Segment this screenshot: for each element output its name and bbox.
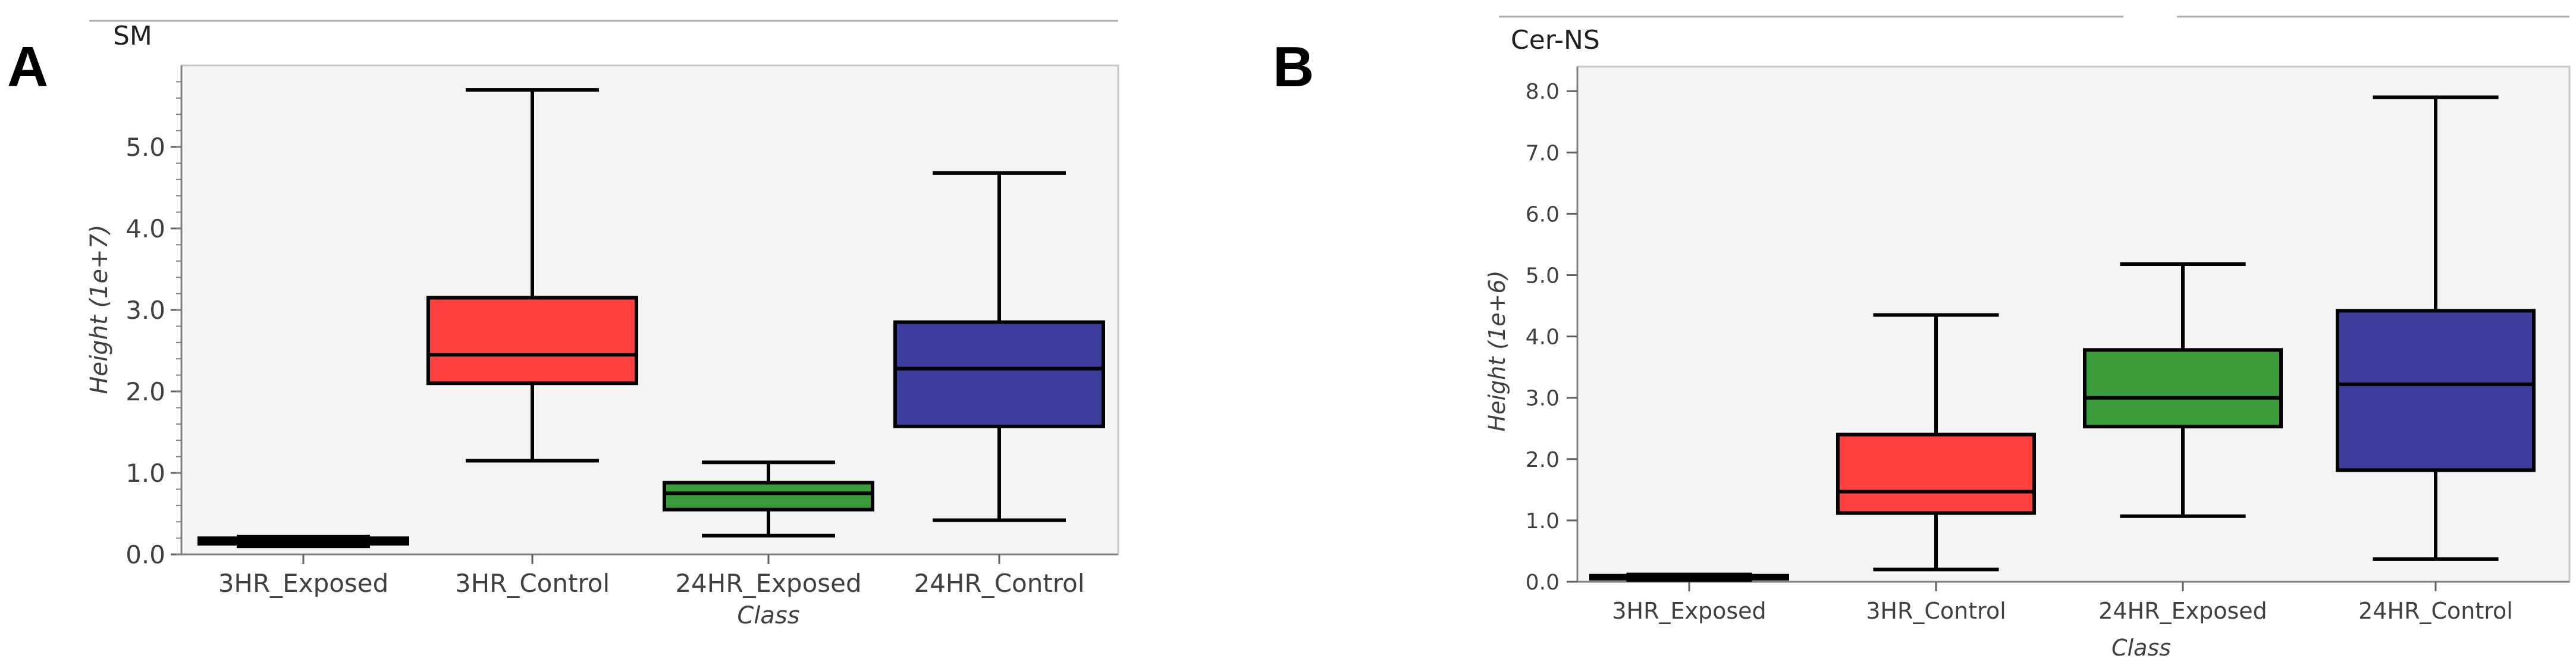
y-tick-label: 4.0 (125, 214, 165, 243)
y-tick-label: 8.0 (1526, 80, 1560, 104)
chart-a-x-axis-label: Class (737, 602, 799, 629)
x-tick-label: 3HR_Control (1866, 598, 2006, 624)
box-3HR_Control (426, 88, 638, 463)
chart-a-title: SM (113, 21, 152, 51)
chart-b-x-axis-label: Class (2111, 635, 2171, 661)
box-3HR_Exposed (197, 534, 409, 548)
y-tick-label: 3.0 (1526, 387, 1560, 411)
x-tick-label: 3HR_Control (455, 569, 610, 598)
y-tick-label: 6.0 (1526, 202, 1560, 227)
iqr-box (426, 296, 638, 385)
chart-a-plot-area (180, 64, 1119, 556)
y-tick-label: 0.0 (1526, 570, 1560, 595)
iqr-box (2336, 309, 2536, 472)
box-24HR_Exposed (663, 460, 874, 538)
box-3HR_Control (1836, 313, 2036, 572)
y-tick-label: 5.0 (125, 133, 165, 162)
chart-a-y-axis-label: Height (1e+7) (86, 224, 113, 394)
y-tick-label: 1.0 (125, 459, 165, 488)
y-tick-label: 3.0 (125, 296, 165, 325)
iqr-box (893, 320, 1105, 428)
iqr-box (663, 481, 874, 512)
x-tick-label: 24HR_Exposed (675, 569, 861, 598)
x-tick-label: 24HR_Exposed (2098, 598, 2267, 624)
box-24HR_Control (2336, 95, 2536, 561)
iqr-box (1836, 432, 2036, 515)
y-tick-label: 4.0 (1526, 325, 1560, 350)
box-3HR_Exposed (1589, 572, 1789, 582)
y-tick-label: 5.0 (1526, 264, 1560, 288)
x-tick-label: 3HR_Exposed (218, 569, 389, 598)
x-tick-label: 24HR_Control (914, 569, 1084, 598)
box-24HR_Control (893, 171, 1105, 522)
y-tick-label: 2.0 (125, 377, 165, 406)
y-tick-label: 0.0 (125, 540, 165, 569)
iqr-box (2083, 348, 2283, 429)
y-tick-label: 1.0 (1526, 509, 1560, 534)
panel-letter-a: A (7, 35, 49, 99)
panel-letter-b: B (1273, 35, 1314, 99)
chart-b-y-axis-label: Height (1e+6) (1484, 271, 1510, 432)
x-tick-label: 24HR_Control (2358, 598, 2513, 624)
y-tick-label: 2.0 (1526, 448, 1560, 472)
chart-b-title: Cer-NS (1511, 25, 1600, 55)
x-tick-label: 3HR_Exposed (1612, 598, 1766, 624)
y-tick-label: 7.0 (1526, 141, 1560, 165)
box-24HR_Exposed (2083, 262, 2283, 518)
